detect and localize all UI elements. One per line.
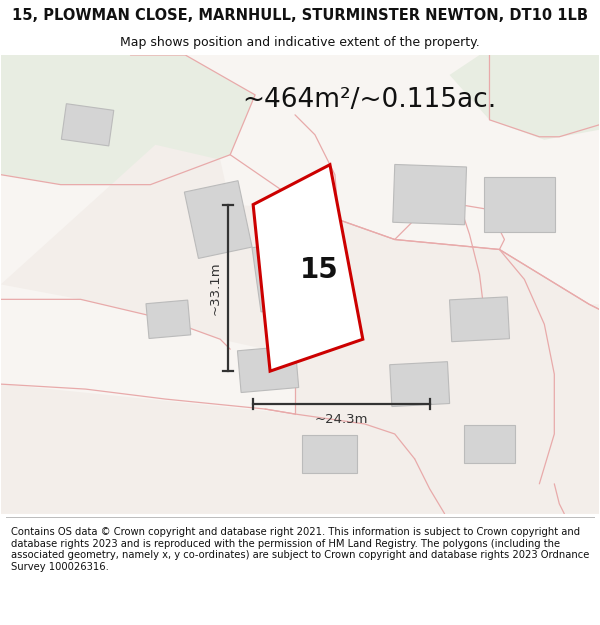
Bar xyxy=(302,435,358,473)
Bar xyxy=(389,362,449,406)
Text: Map shows position and indicative extent of the property.: Map shows position and indicative extent… xyxy=(120,36,480,49)
Polygon shape xyxy=(449,55,599,140)
Bar xyxy=(449,297,509,342)
Bar xyxy=(484,177,556,232)
Text: 15, PLOWMAN CLOSE, MARNHULL, STURMINSTER NEWTON, DT10 1LB: 15, PLOWMAN CLOSE, MARNHULL, STURMINSTER… xyxy=(12,8,588,23)
Polygon shape xyxy=(1,55,255,184)
Text: ~464m²/~0.115ac.: ~464m²/~0.115ac. xyxy=(242,87,497,113)
Text: ~24.3m: ~24.3m xyxy=(314,412,368,426)
Bar xyxy=(61,104,114,146)
Polygon shape xyxy=(1,145,599,514)
Text: 15: 15 xyxy=(299,256,338,284)
Bar xyxy=(238,346,299,392)
Text: ~33.1m: ~33.1m xyxy=(209,261,222,314)
Bar xyxy=(464,425,515,463)
Polygon shape xyxy=(253,165,363,371)
Bar xyxy=(252,237,338,312)
Text: Contains OS data © Crown copyright and database right 2021. This information is : Contains OS data © Crown copyright and d… xyxy=(11,527,589,572)
Bar xyxy=(184,181,252,258)
Bar xyxy=(393,164,467,225)
Bar xyxy=(146,300,191,339)
